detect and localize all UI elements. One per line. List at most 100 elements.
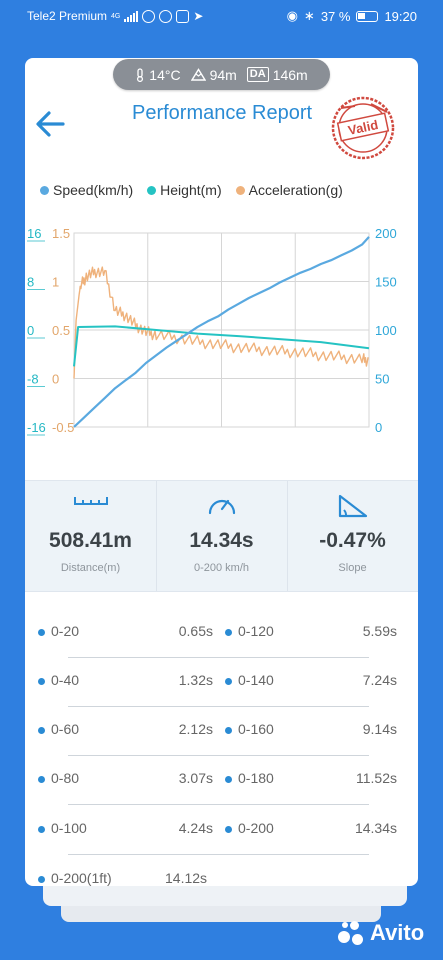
- ruler-icon: [73, 497, 108, 505]
- battery-percent: 37 %: [320, 8, 351, 24]
- slope-icon: [338, 494, 367, 518]
- bullet-icon: [38, 876, 45, 883]
- row-divider: [68, 706, 369, 707]
- split-label: 0-140: [238, 672, 274, 688]
- app-notification-icon: [142, 9, 156, 23]
- row-divider: [68, 657, 369, 658]
- mountain-icon: [190, 68, 206, 81]
- accel-axis-tick-label: 1.5: [52, 226, 70, 241]
- distance-label: Distance(m): [60, 562, 121, 574]
- altitude: 94m: [209, 66, 237, 83]
- height-axis-tick-label: 0: [27, 323, 34, 338]
- instagram-icon: [176, 9, 190, 23]
- divider: [156, 481, 157, 591]
- eye-icon: ◉: [286, 8, 298, 23]
- split-row-right: 0-120 5.59s: [225, 623, 397, 643]
- accel-axis-tick-label: 1: [52, 275, 59, 290]
- split-label: 0-20: [51, 623, 80, 639]
- time-label: 0-200 km/h: [193, 562, 250, 574]
- split-label: 0-200: [238, 820, 274, 836]
- bullet-icon: [38, 776, 45, 783]
- accel-axis-tick-label: -0.5: [52, 420, 74, 435]
- legend-height: Height(m): [147, 182, 222, 198]
- split-label: 0-180: [238, 770, 274, 786]
- split-label: 0-40: [51, 672, 80, 688]
- slope-label: Slope: [338, 562, 367, 574]
- split-time: 1.32s: [178, 672, 213, 688]
- telegram-icon: ➤: [193, 9, 204, 23]
- acceleration-series-line: [73, 266, 369, 379]
- report-card: [25, 58, 418, 886]
- status-bar: Tele2 Premium 4G ➤ ◉ ∗ 37 % 19:20: [0, 0, 443, 32]
- page-title: Performance Report: [132, 102, 313, 124]
- rollout-row: 0-200(1ft) 14.12s: [38, 870, 218, 890]
- split-time: 0.65s: [178, 623, 213, 639]
- speed-axis-tick-label: 200: [375, 226, 397, 241]
- performance-chart: 16 8 0 -8 -16 1.5 1 0.5 0 -0.5 200 150 100 50 0: [27, 226, 397, 436]
- height-dot-icon: [147, 185, 157, 195]
- split-label: 0-60: [51, 721, 80, 737]
- split-row-right: 0-200 14.34s: [225, 820, 397, 840]
- row-divider: [68, 854, 369, 855]
- legend-speed: Speed(km/h): [40, 182, 133, 198]
- bullet-icon: [225, 727, 232, 734]
- split-row-left: 0-100 4.24s: [38, 820, 213, 840]
- back-arrow-icon[interactable]: [34, 108, 66, 140]
- height-axis-tick-label: 16: [27, 226, 41, 241]
- clock: 19:20: [384, 8, 417, 24]
- density-altitude: 146m: [272, 66, 308, 83]
- distance-value: 508.41m: [49, 529, 132, 552]
- stat-distance: 508.41m Distance(m): [25, 481, 156, 591]
- carrier-name: Tele2 Premium: [27, 9, 108, 23]
- thermometer-icon: [137, 67, 144, 82]
- legend-acceleration: Acceleration(g): [235, 182, 343, 198]
- density-altitude-icon: DA: [246, 67, 269, 82]
- divider: [287, 481, 288, 591]
- time-value: 14.34s: [189, 529, 254, 552]
- stat-time: 14.34s 0-200 km/h: [156, 481, 287, 591]
- stat-slope: -0.47% Slope: [287, 481, 418, 591]
- acceleration-dot-icon: [235, 185, 245, 195]
- split-row-left: 0-80 3.07s: [38, 770, 213, 790]
- split-time: 5.59s: [362, 623, 397, 639]
- weather-pill: 14°C 94m DA 146m: [113, 59, 330, 90]
- bullet-icon: [38, 629, 45, 636]
- split-time: 14.34s: [354, 820, 397, 836]
- rollout-time: 14.12s: [165, 870, 208, 886]
- bluetooth-icon: ∗: [303, 8, 315, 23]
- network-type: 4G: [111, 12, 121, 20]
- bullet-icon: [225, 678, 232, 685]
- split-row-right: 0-160 9.14s: [225, 721, 397, 741]
- split-label: 0-120: [238, 623, 274, 639]
- speed-series-line: [73, 236, 370, 428]
- temperature: 14°C: [149, 66, 181, 83]
- split-time: 7.24s: [362, 672, 397, 688]
- height-axis-tick-label: -8: [27, 372, 39, 387]
- speed-axis-tick-label: 0: [375, 420, 382, 435]
- speed-axis-tick-label: 150: [375, 275, 397, 290]
- battery-icon: [356, 10, 379, 22]
- split-label: 0-100: [51, 820, 87, 836]
- bullet-icon: [225, 629, 232, 636]
- split-time: 11.52s: [356, 770, 397, 786]
- speedometer-icon: [208, 499, 235, 515]
- speed-axis-tick-label: 50: [375, 372, 389, 387]
- signal-icon: [124, 10, 139, 22]
- accel-axis-tick-label: 0: [52, 372, 59, 387]
- split-row-left: 0-40 1.32s: [38, 672, 213, 692]
- split-label: 0-160: [238, 721, 274, 737]
- stamp-text: Valid: [347, 117, 380, 138]
- bullet-icon: [225, 776, 232, 783]
- height-series-line: [73, 325, 370, 367]
- split-time: 4.24s: [178, 820, 213, 836]
- accel-axis-tick-label: 0.5: [52, 323, 70, 338]
- row-divider: [68, 755, 369, 756]
- stats-panel: 508.41m Distance(m) 14.34s 0-200 km/h -0…: [25, 480, 418, 592]
- split-row-left: 0-60 2.12s: [38, 721, 213, 741]
- slope-value: -0.47%: [319, 529, 386, 552]
- height-axis-tick-label: -16: [27, 420, 46, 435]
- chart-legend: Speed(km/h) Height(m) Acceleration(g): [40, 182, 343, 198]
- bullet-icon: [38, 727, 45, 734]
- split-label: 0-80: [51, 770, 80, 786]
- sync-icon: [159, 9, 173, 23]
